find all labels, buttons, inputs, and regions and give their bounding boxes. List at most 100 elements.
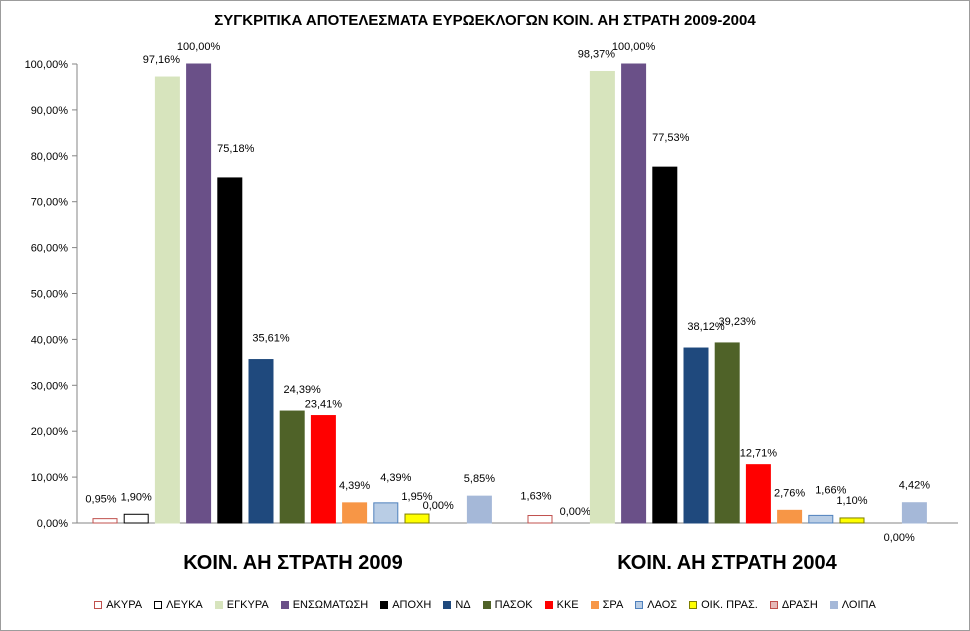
y-tick-label: 40,00% [31, 334, 69, 346]
data-label: 5,85% [464, 473, 495, 485]
category-label: ΚΟΙΝ. ΑΗ ΣΤΡΑΤΗ 2004 [617, 552, 837, 574]
legend-item: ΣΡΑ [590, 599, 624, 611]
legend-swatch [769, 601, 778, 609]
bar-ΣΡΑ-0 [342, 502, 368, 524]
legend-swatch [590, 601, 599, 609]
data-label: 0,95% [85, 494, 116, 506]
y-tick-label: 0,00% [37, 518, 68, 530]
bar-ΕΝΣΩΜΑΤΩΣΗ-0 [186, 63, 212, 524]
y-tick-label: 30,00% [31, 380, 69, 392]
bar-ΛΟΙΠΑ-1 [901, 502, 927, 524]
data-label: 98,37% [578, 48, 616, 60]
data-label: 1,95% [401, 491, 432, 503]
legend-swatch [635, 601, 644, 609]
bar-ΕΝΣΩΜΑΤΩΣΗ-1 [621, 63, 647, 524]
legend-swatch [443, 601, 452, 609]
data-label: 4,39% [380, 472, 411, 484]
data-label: 38,12% [687, 321, 725, 333]
data-label: 4,42% [899, 480, 930, 492]
bar-ΛΟΙΠΑ-0 [466, 495, 492, 524]
y-tick-label: 80,00% [31, 151, 69, 163]
bar-ΠΑΣΟΚ-1 [714, 342, 740, 524]
y-tick-label: 10,00% [31, 472, 69, 484]
legend-item: ΠΑΣΟΚ [482, 599, 533, 611]
legend-swatch [689, 601, 698, 609]
y-tick-label: 100,00% [25, 59, 69, 71]
data-label: 24,39% [284, 384, 322, 396]
bar-ΕΓΚΥΡΑ-1 [589, 70, 615, 524]
legend-item: ΕΓΚΥΡΑ [214, 599, 269, 611]
bar-ΟΙΚ. ΠΡΑΣ.-0 [404, 513, 430, 524]
y-tick-label: 50,00% [31, 289, 69, 301]
data-label: 39,23% [719, 316, 757, 328]
bar-ΛΕΥΚΑ-0 [123, 513, 149, 524]
legend-item: ΛΕΥΚΑ [154, 599, 203, 611]
y-tick-label: 90,00% [31, 105, 69, 117]
data-label: 0,00% [884, 532, 915, 544]
data-label: 23,41% [305, 399, 343, 411]
legend-item: ΛΑΟΣ [635, 599, 677, 611]
bar-ΠΑΣΟΚ-0 [279, 410, 305, 524]
data-label: 0,00% [423, 500, 454, 512]
legend-item: ΑΚΥΡΑ [94, 599, 142, 611]
data-label: 77,53% [652, 132, 690, 144]
legend-label: ΛΕΥΚΑ [166, 599, 203, 611]
data-label: 35,61% [252, 333, 290, 345]
data-label: 1,10% [836, 495, 867, 507]
chart-title: ΣΥΓΚΡΙΤΙΚΑ ΑΠΟΤΕΛΕΣΜΑΤΑ ΕΥΡΩΕΚΛΟΓΩΝ ΚΟΙΝ… [214, 12, 756, 29]
data-label: 12,71% [740, 448, 778, 460]
data-label: 1,90% [121, 491, 152, 503]
data-label: 0,00% [560, 506, 591, 518]
legend-item: ΚΚΕ [544, 599, 579, 611]
bar-ΟΙΚ. ΠΡΑΣ.-1 [839, 517, 865, 524]
bar-ΣΡΑ-1 [777, 509, 803, 524]
legend-label: ΔΡΑΣΗ [781, 599, 818, 611]
legend-label: ΝΔ [455, 599, 471, 611]
legend-label: ΛΑΟΣ [647, 599, 678, 611]
data-label: 97,16% [143, 54, 181, 66]
legend-swatch [154, 601, 163, 609]
bar-ΑΠΟΧΗ-0 [217, 177, 243, 524]
legend-item: ΕΝΣΩΜΑΤΩΣΗ [280, 599, 369, 611]
data-label: 4,39% [339, 480, 370, 492]
legend-label: ΕΝΣΩΜΑΤΩΣΗ [292, 599, 369, 611]
bar-ΝΔ-1 [683, 347, 709, 524]
legend: ΑΚΥΡΑ ΛΕΥΚΑ ΕΓΚΥΡΑ ΕΝΣΩΜΑΤΩΣΗ ΑΠΟΧΗ ΝΔ ΠΑΣΟΚ ΚΚ… [0, 599, 970, 611]
bar-ΛΑΟΣ-1 [808, 514, 834, 524]
bar-ΑΚΥΡΑ-1 [527, 515, 553, 524]
legend-label: ΕΓΚΥΡΑ [226, 599, 269, 611]
data-label: 2,76% [774, 487, 805, 499]
legend-label: ΟΙΚ. ΠΡΑΣ. [701, 599, 758, 611]
legend-swatch [94, 601, 103, 609]
y-tick-label: 60,00% [31, 243, 69, 255]
data-label: 100,00% [177, 41, 221, 53]
data-label: 1,66% [815, 484, 846, 496]
bar-ΚΚΕ-1 [745, 464, 771, 524]
legend-label: ΚΚΕ [556, 599, 579, 611]
y-tick-label: 20,00% [31, 426, 69, 438]
legend-item: ΛΟΙΠΑ [829, 599, 876, 611]
legend-label: ΠΑΣΟΚ [494, 599, 533, 611]
legend-swatch [482, 601, 491, 609]
legend-swatch [544, 601, 553, 609]
legend-label: ΣΡΑ [602, 599, 624, 611]
legend-item: ΟΙΚ. ΠΡΑΣ. [689, 599, 758, 611]
bar-ΑΚΥΡΑ-0 [92, 518, 118, 524]
data-label: 1,63% [520, 491, 551, 503]
legend-label: ΑΠΟΧΗ [392, 599, 432, 611]
y-tick-label: 70,00% [31, 197, 69, 209]
category-label: ΚΟΙΝ. ΑΗ ΣΤΡΑΤΗ 2009 [183, 552, 402, 574]
bar-ΝΔ-0 [248, 359, 274, 524]
bar-ΛΑΟΣ-0 [373, 502, 399, 524]
data-label: 100,00% [612, 41, 656, 53]
legend-swatch [214, 601, 223, 609]
bar-ΕΓΚΥΡΑ-0 [154, 76, 180, 524]
legend-item: ΔΡΑΣΗ [769, 599, 818, 611]
legend-item: ΑΠΟΧΗ [380, 599, 431, 611]
legend-label: ΛΟΙΠΑ [841, 599, 876, 611]
legend-swatch [380, 601, 389, 609]
legend-swatch [280, 601, 289, 609]
legend-label: ΑΚΥΡΑ [106, 599, 143, 611]
data-label: 75,18% [217, 143, 255, 155]
